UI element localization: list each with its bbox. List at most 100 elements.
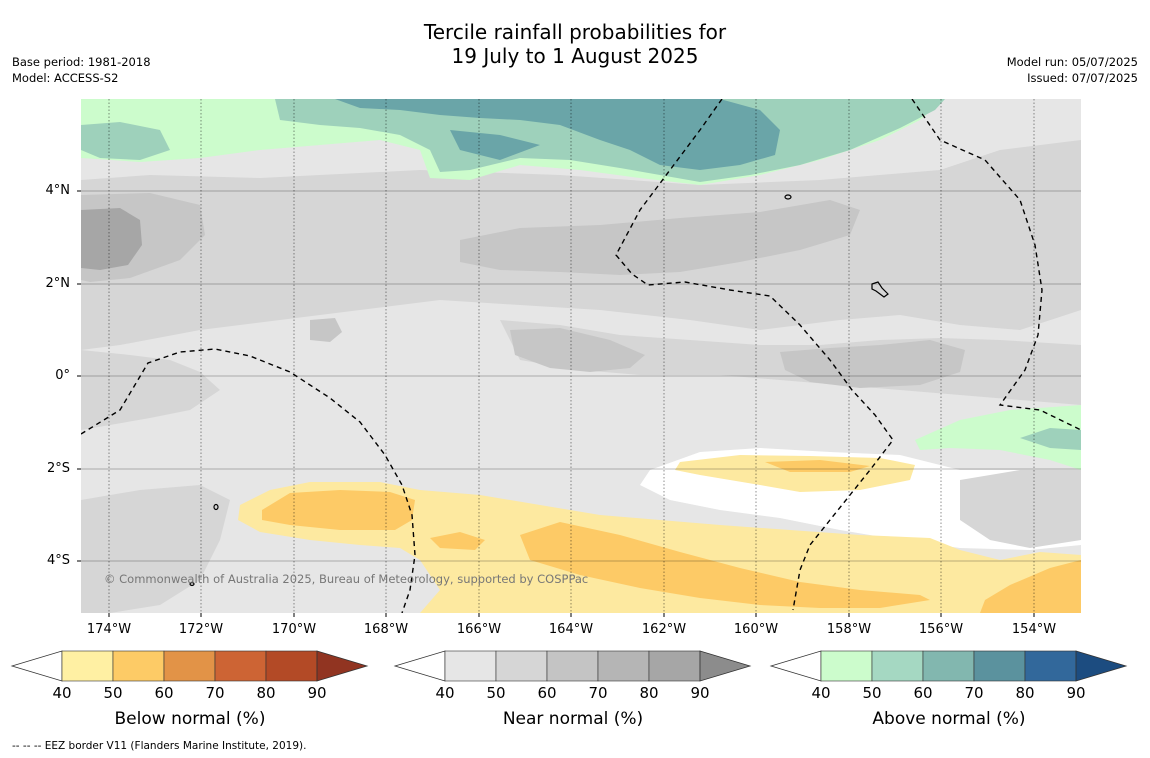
below-50-west: [262, 490, 415, 530]
lat-label-0: 0°: [55, 368, 70, 383]
above-70-north: [335, 99, 780, 170]
colorbar-below-seg: [61, 650, 114, 682]
eez-border-east: [911, 99, 1081, 431]
lat-label-4s: 4°S: [46, 553, 70, 568]
colorbar-above-seg: [973, 650, 1026, 682]
model-run-text: Model run: 05/07/2025: [1006, 55, 1138, 69]
lon-label-160w: 160°W: [733, 622, 779, 637]
map-area: [81, 99, 1081, 613]
near-50-west: [81, 350, 220, 430]
colorbar-above-arrow-low: [769, 650, 822, 682]
near-80-patch: [81, 208, 142, 270]
above-50-east: [1020, 428, 1081, 450]
colorbar-near-tick: 90: [690, 684, 710, 702]
colorbar-near-seg: [597, 650, 650, 682]
near-60-east: [780, 340, 965, 388]
eez-border-central: [615, 99, 894, 611]
colorbar-near-arrow-low: [393, 650, 446, 682]
colorbar-near-tick: 60: [537, 684, 557, 702]
meta-left: Base period: 1981-2018 Model: ACCESS-S2: [12, 54, 151, 86]
colorbar-above-tick: 50: [862, 684, 882, 702]
colorbar-near-tick: 50: [486, 684, 506, 702]
colorbar-near-seg: [546, 650, 599, 682]
near-50-southwest: [81, 485, 230, 613]
colorbar-above-seg: [1024, 650, 1077, 682]
colorbar-near-title: Near normal (%): [502, 709, 644, 729]
axis-ticks: [77, 190, 1035, 617]
colorbar-below-seg: [214, 650, 267, 682]
colorbar-below-arrow-low: [10, 650, 63, 682]
colorbar-above-tick: 80: [1015, 684, 1035, 702]
colorbar-below-tick: 50: [103, 684, 123, 702]
lon-label-172w: 172°W: [178, 622, 224, 637]
colorbar-below-seg: [112, 650, 165, 682]
colorbar-near-arrow-high: [699, 650, 752, 682]
island: [784, 194, 792, 200]
eez-borders: [81, 99, 1081, 613]
colorbar-above-seg: [871, 650, 924, 682]
near-60-north: [460, 200, 860, 275]
lon-label-158w: 158°W: [826, 622, 872, 637]
colorbar-above-tick: 40: [811, 684, 831, 702]
meta-right: Model run: 05/07/2025 Issued: 07/07/2025: [1007, 54, 1138, 86]
meridians: [108, 99, 1035, 613]
colorbar-near-tick: 80: [639, 684, 659, 702]
colorbar-below-arrow-high: [316, 650, 369, 682]
near-60-mid: [510, 328, 645, 372]
colorbar-near-seg: [495, 650, 548, 682]
map-title: Tercile rainfall probabilities for 19 Ju…: [0, 20, 1150, 68]
graticule: [81, 190, 1081, 562]
lon-label-156w: 156°W: [918, 622, 964, 637]
copyright-notice: © Commonwealth of Australia 2025, Bureau…: [104, 572, 589, 586]
below-50-small: [430, 532, 485, 550]
lon-label-168w: 168°W: [363, 622, 409, 637]
model-text: Model: ACCESS-S2: [12, 71, 119, 85]
lat-label-4n: 4°N: [45, 183, 71, 198]
eez-footnote: -- -- -- EEZ border V11 (Flanders Marine…: [12, 740, 307, 752]
lon-label-154w: 154°W: [1011, 622, 1057, 637]
lat-label-2s: 2°S: [46, 461, 70, 476]
colorbar-above-tick: 60: [913, 684, 933, 702]
issued-text: Issued: 07/07/2025: [1027, 71, 1138, 85]
colorbar-above: [769, 650, 1128, 682]
colorbar-below-tick: 80: [256, 684, 276, 702]
islands: [189, 194, 889, 587]
below-50-central: [520, 522, 930, 608]
lat-label-2n: 2°N: [45, 276, 71, 291]
colorbar-above-arrow-high: [1075, 650, 1128, 682]
colorbar-above-tick: 70: [964, 684, 984, 702]
colorbar-below-tick: 90: [307, 684, 327, 702]
colorbar-below-title: Below normal (%): [114, 709, 266, 729]
colorbar-near-tick: 40: [435, 684, 455, 702]
island: [189, 581, 195, 587]
title-line-1: Tercile rainfall probabilities for: [423, 20, 727, 44]
island: [871, 281, 889, 298]
above-50-west: [81, 122, 170, 160]
lon-label-166w: 166°W: [456, 622, 502, 637]
lon-label-170w: 170°W: [271, 622, 317, 637]
below-50-southeast: [980, 560, 1081, 613]
eez-border-west: [81, 348, 416, 613]
colorbar-near: [393, 650, 752, 682]
above-40-east: [915, 405, 1081, 470]
below-50-east-strip: [765, 460, 870, 472]
island: [213, 503, 219, 511]
colorbar-below-tick: 60: [154, 684, 174, 702]
lon-label-162w: 162°W: [641, 622, 687, 637]
title-line-2: 19 July to 1 August 2025: [451, 44, 699, 68]
colorbar-below-seg: [163, 650, 216, 682]
lon-label-164w: 164°W: [548, 622, 594, 637]
near-60-patch: [310, 318, 342, 342]
colorbar-below-tick: 70: [205, 684, 225, 702]
colorbar-below-seg: [265, 650, 318, 682]
above-70-tail: [450, 130, 540, 160]
colorbar-near-seg: [648, 650, 701, 682]
colorbar-below-tick: 40: [52, 684, 72, 702]
near-50-southeast: [960, 470, 1081, 548]
base-period-text: Base period: 1981-2018: [12, 55, 151, 69]
colorbar-near-tick: 70: [588, 684, 608, 702]
colorbar-above-tick: 90: [1066, 684, 1086, 702]
colorbar-above-seg: [820, 650, 873, 682]
lon-label-174w: 174°W: [86, 622, 132, 637]
